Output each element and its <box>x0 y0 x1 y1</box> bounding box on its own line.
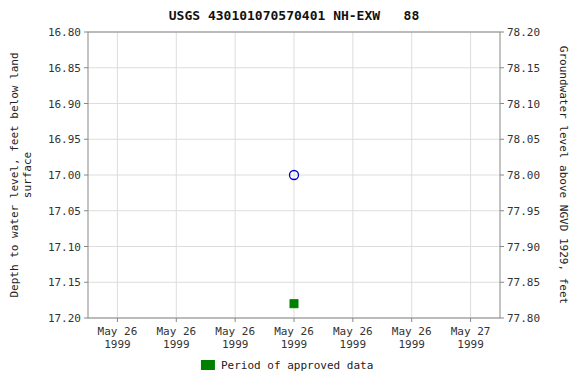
grid <box>88 32 500 318</box>
tick-label: May 261999 <box>333 325 373 351</box>
tick <box>500 103 504 104</box>
axis-label-line: surface <box>21 152 34 198</box>
tick <box>84 210 88 211</box>
tick-label: May 271999 <box>451 325 491 351</box>
tick-label: 16.85 <box>48 62 81 75</box>
tick-label: 17.10 <box>48 241 81 254</box>
tick-label: May 261999 <box>392 325 432 351</box>
tick-label: 78.10 <box>507 98 540 111</box>
legend-swatch <box>201 360 215 370</box>
tick <box>235 318 236 322</box>
tick-label: 16.90 <box>48 98 81 111</box>
y-axis: 16.80 16.85 16.90 16.95 17.00 17.05 17.10 17.15… <box>48 26 88 325</box>
grid-line <box>411 32 412 318</box>
grid-line <box>176 32 177 318</box>
tick-label: 77.85 <box>507 276 540 289</box>
tick-label-line: May 26 <box>392 325 432 338</box>
grid-line <box>470 32 471 318</box>
tick-label: 78.05 <box>507 133 540 146</box>
tick <box>294 318 295 322</box>
tick-label: May 261999 <box>98 325 138 351</box>
tick <box>500 32 504 33</box>
tick <box>84 246 88 247</box>
chart: 16.80 16.85 16.90 16.95 17.00 17.05 17.10 17.15… <box>0 0 576 384</box>
tick-label: May 261999 <box>215 325 255 351</box>
tick <box>117 318 118 322</box>
tick-label-line: May 26 <box>156 325 196 338</box>
tick-label: 17.00 <box>48 169 81 182</box>
tick-label: 17.05 <box>48 205 81 218</box>
axis-label: Depth to water level, feet below landsur… <box>8 52 34 297</box>
tick-label: 78.15 <box>507 62 540 75</box>
tick-label-line: 1999 <box>104 338 131 351</box>
point <box>290 171 299 180</box>
tick <box>500 318 504 319</box>
tick <box>500 175 504 176</box>
tick-label: 78.20 <box>507 26 540 39</box>
tick-label: 78.00 <box>507 169 540 182</box>
plot-frame <box>88 32 500 318</box>
tick-label-line: 1999 <box>163 338 190 351</box>
grid-line <box>117 32 118 318</box>
tick <box>500 139 504 140</box>
tick <box>500 210 504 211</box>
legend-label: Period of approved data <box>221 359 373 372</box>
tick <box>84 318 88 319</box>
tick-label: 77.90 <box>507 241 540 254</box>
tick <box>84 139 88 140</box>
tick-label-line: 1999 <box>340 338 367 351</box>
tick-label-line: 1999 <box>457 338 484 351</box>
tick <box>352 318 353 322</box>
axis-label: Groundwater level above NGVD 1929, feet <box>557 46 570 304</box>
series <box>290 171 299 180</box>
tick <box>411 318 412 322</box>
tick <box>84 67 88 68</box>
legend: Period of approved data <box>201 359 373 372</box>
tick-label-line: May 26 <box>98 325 138 338</box>
axis-label-line: Depth to water level, feet below land <box>8 52 21 297</box>
tick-label: 17.15 <box>48 276 81 289</box>
marks <box>290 171 299 308</box>
tick-label: 77.80 <box>507 312 540 325</box>
background <box>0 0 576 384</box>
tick <box>500 67 504 68</box>
tick <box>500 246 504 247</box>
tick-label-line: 1999 <box>398 338 425 351</box>
series <box>290 300 298 308</box>
tick-label: 16.80 <box>48 26 81 39</box>
tick-label: May 261999 <box>156 325 196 351</box>
tick-label: 16.95 <box>48 133 81 146</box>
tick <box>84 103 88 104</box>
grid-line <box>294 32 295 318</box>
tick <box>84 175 88 176</box>
grid-line <box>352 32 353 318</box>
tick-label-line: 1999 <box>281 338 308 351</box>
tick-label: 17.20 <box>48 312 81 325</box>
tick <box>84 32 88 33</box>
x-axis: May 261999May 261999May 261999May 261999… <box>98 318 491 351</box>
tick-label-line: 1999 <box>222 338 249 351</box>
point <box>290 300 298 308</box>
tick-label-line: May 26 <box>274 325 314 338</box>
tick-label-line: May 26 <box>215 325 255 338</box>
title: USGS 430101070570401 NH-EXW 88 <box>169 8 420 23</box>
tick <box>470 318 471 322</box>
tick-label-line: May 27 <box>451 325 491 338</box>
tick <box>500 282 504 283</box>
tick <box>84 282 88 283</box>
grid-line <box>235 32 236 318</box>
tick-label: May 261999 <box>274 325 314 351</box>
tick-label-line: May 26 <box>333 325 373 338</box>
tick <box>176 318 177 322</box>
tick-label: 77.95 <box>507 205 540 218</box>
y2-axis: 78.20 78.15 78.10 78.05 78.00 77.95 77.90 77.85… <box>500 26 540 325</box>
